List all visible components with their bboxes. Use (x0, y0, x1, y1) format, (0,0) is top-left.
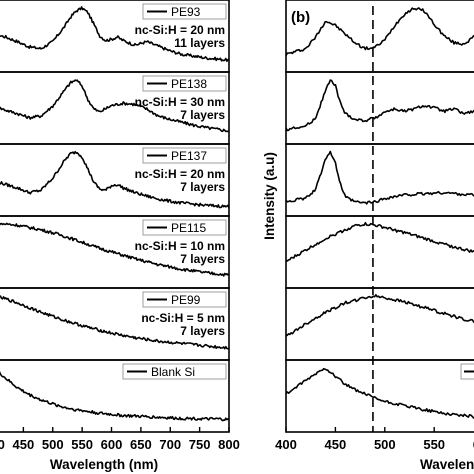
x-tick-label-b-500: 500 (374, 437, 396, 452)
annotation-a-5-2: 7 layers (180, 324, 225, 338)
x-axis-title-a: Wavelength (nm) (50, 457, 158, 472)
panel-label-b: (b) (291, 9, 310, 26)
x-tick-label-b-450: 450 (325, 437, 347, 452)
series-line-b-1 (285, 7, 474, 56)
x-tick-label-a-750: 750 (189, 437, 211, 452)
annotation-a-3-2: 7 layers (180, 180, 225, 194)
legend-label-a-3: PE137 (171, 149, 207, 163)
legend-box-a-1 (142, 3, 227, 20)
legend-label-a-5: PE99 (171, 293, 201, 307)
subplot-frame-b-6 (285, 359, 474, 433)
x-tick-label-a-800: 800 (218, 437, 240, 452)
y-axis-title-b: Intensity (a.u) (262, 152, 277, 240)
annotation-a-5-1: nc-Si:H = 5 nm (141, 311, 225, 325)
subplot-frame-b-5 (285, 287, 474, 361)
series-line-a-1 (0, 6, 230, 62)
x-tick-label-a-400: 400 (0, 437, 5, 452)
legend-label-a-2: PE138 (171, 77, 207, 91)
x-tick-label-a-450: 450 (13, 437, 35, 452)
panel-b: (b)400450500550600650WavelengthIntensity… (262, 0, 474, 472)
series-line-a-6 (0, 371, 230, 422)
annotation-a-4-1: nc-Si:H = 10 nm (135, 239, 225, 253)
x-tick-label-a-700: 700 (159, 437, 181, 452)
x-tick-label-b-600: 600 (473, 437, 474, 452)
legend-label-a-4: PE115 (171, 221, 206, 235)
legend-box-a-2 (142, 75, 227, 92)
legend-label-a-1: PE93 (171, 5, 201, 19)
annotation-a-2-1: nc-Si:H = 30 nm (135, 95, 225, 109)
x-tick-label-a-500: 500 (42, 437, 64, 452)
x-tick-label-b-550: 550 (423, 437, 445, 452)
annotation-a-4-2: 7 layers (180, 252, 225, 266)
series-line-a-2 (0, 79, 230, 133)
annotation-a-2-2: 7 layers (180, 108, 225, 122)
x-tick-label-a-600: 600 (101, 437, 123, 452)
series-line-b-4 (285, 221, 474, 262)
legend-box-a-3 (142, 147, 227, 164)
series-line-b-5 (285, 294, 474, 337)
legend-box-a-5 (142, 291, 227, 308)
annotation-a-1-1: nc-Si:H = 20 nm (135, 23, 225, 37)
annotation-a-1-2: 11 layers (174, 36, 225, 50)
x-tick-label-a-550: 550 (71, 437, 93, 452)
legend-box-a-4 (142, 219, 227, 236)
series-line-b-6 (285, 367, 474, 419)
x-tick-label-a-650: 650 (130, 437, 152, 452)
series-line-a-4 (0, 222, 230, 277)
x-axis-title-b: Wavelength (420, 457, 474, 472)
subplot-frame-b-4 (285, 215, 474, 289)
annotation-a-3-1: nc-Si:H = 20 nm (135, 167, 225, 181)
legend-box-a-6 (122, 363, 227, 380)
series-line-a-3 (0, 150, 230, 209)
subplot-frame-b-2 (285, 71, 474, 145)
series-line-a-5 (0, 295, 230, 350)
legend-label-a-6: Blank Si (151, 365, 195, 379)
x-tick-label-b-400: 400 (275, 437, 297, 452)
series-line-b-2 (285, 79, 474, 132)
series-line-b-3 (285, 150, 474, 205)
subplot-frame-b-3 (285, 143, 474, 217)
